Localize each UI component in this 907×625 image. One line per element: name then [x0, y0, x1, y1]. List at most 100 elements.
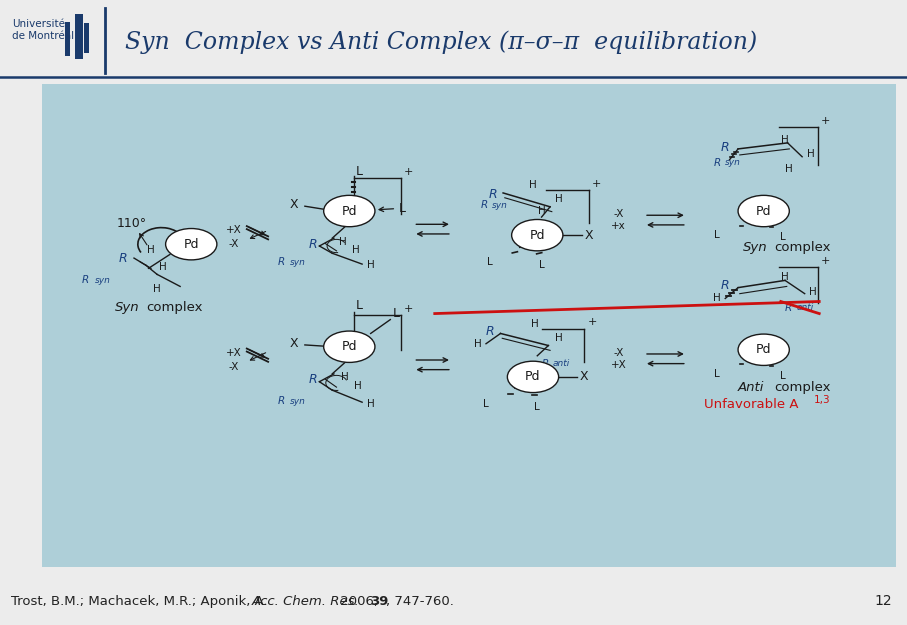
Text: R: R [278, 258, 285, 268]
Ellipse shape [166, 229, 217, 260]
Text: Pd: Pd [525, 371, 541, 383]
Text: -X: -X [613, 209, 624, 219]
Text: -X: -X [229, 362, 239, 372]
Text: Trost, B.M.; Machacek, M.R.; Aponik, A.: Trost, B.M.; Machacek, M.R.; Aponik, A. [11, 595, 272, 608]
Text: H: H [366, 399, 375, 409]
Text: complex: complex [774, 381, 831, 394]
Text: R: R [714, 158, 721, 168]
Text: L: L [539, 260, 544, 270]
Text: syn: syn [726, 158, 741, 168]
Text: Pd: Pd [183, 238, 199, 251]
Text: R: R [486, 325, 494, 338]
Text: anti: anti [552, 359, 570, 368]
Text: X: X [289, 338, 298, 350]
Text: H: H [531, 319, 539, 329]
Text: 12: 12 [874, 594, 892, 608]
Text: +x: +x [611, 221, 626, 231]
FancyBboxPatch shape [42, 84, 896, 567]
Text: L: L [780, 232, 785, 242]
Text: Pd: Pd [756, 343, 772, 356]
Text: Unfavorable A: Unfavorable A [704, 398, 798, 411]
Text: Acc. Chem. Res.: Acc. Chem. Res. [251, 595, 359, 608]
Text: L: L [714, 369, 719, 379]
Text: complex: complex [146, 301, 202, 314]
Text: Pd: Pd [530, 229, 545, 242]
Text: L: L [356, 299, 363, 312]
Text: H: H [807, 149, 814, 159]
Text: syn: syn [94, 276, 111, 285]
Text: H: H [809, 288, 817, 298]
FancyBboxPatch shape [65, 22, 70, 56]
FancyBboxPatch shape [75, 14, 83, 59]
Text: +: + [821, 116, 830, 126]
Text: L: L [483, 399, 489, 409]
Text: syn: syn [492, 201, 508, 209]
Text: L: L [356, 166, 363, 178]
Text: , 747-760.: , 747-760. [386, 595, 454, 608]
Text: de Montréal: de Montréal [12, 31, 73, 41]
Text: L: L [487, 258, 493, 268]
Text: R: R [785, 302, 793, 312]
Text: 39: 39 [370, 595, 388, 608]
Text: R: R [721, 141, 729, 154]
Text: H: H [366, 260, 375, 270]
Ellipse shape [324, 196, 375, 227]
Text: H: H [781, 136, 789, 146]
Text: R: R [721, 279, 729, 292]
Ellipse shape [738, 334, 789, 366]
Text: R: R [82, 276, 89, 286]
Ellipse shape [507, 361, 559, 392]
Text: H: H [529, 180, 537, 190]
Text: syn: syn [289, 396, 306, 406]
Text: L: L [534, 402, 541, 412]
Text: +X: +X [226, 348, 242, 358]
Text: +: + [404, 304, 414, 314]
Text: +: + [588, 318, 597, 328]
Text: H: H [159, 261, 167, 271]
Text: X: X [584, 229, 593, 242]
Ellipse shape [512, 219, 563, 251]
Text: R: R [309, 373, 317, 386]
Text: L: L [714, 230, 719, 240]
Text: Pd: Pd [756, 204, 772, 217]
Text: H: H [473, 339, 482, 349]
Text: H: H [341, 372, 349, 382]
Text: R: R [489, 188, 497, 201]
Text: X: X [580, 371, 589, 383]
Ellipse shape [324, 331, 375, 362]
Text: X: X [289, 199, 298, 211]
Text: +X: +X [226, 226, 242, 236]
Text: R: R [119, 252, 127, 264]
Text: L: L [780, 371, 785, 381]
Text: H: H [147, 245, 155, 255]
Text: syn: syn [289, 258, 306, 267]
Text: H: H [352, 245, 360, 255]
Text: R: R [541, 359, 549, 369]
Text: R: R [309, 238, 317, 251]
Text: Syn  Complex vs Anti Complex (π–σ–π  equilibration): Syn Complex vs Anti Complex (π–σ–π equil… [125, 31, 757, 54]
Text: -X: -X [613, 348, 624, 358]
Text: H: H [785, 164, 794, 174]
Text: complex: complex [774, 241, 831, 254]
FancyBboxPatch shape [84, 23, 89, 53]
Text: anti: anti [796, 303, 814, 312]
Text: H: H [555, 194, 562, 204]
Text: H: H [555, 332, 562, 342]
Text: H: H [713, 294, 720, 304]
Text: H: H [781, 272, 789, 282]
Text: L: L [393, 307, 400, 320]
Ellipse shape [738, 196, 789, 227]
Text: Pd: Pd [342, 204, 357, 217]
Text: H: H [538, 206, 545, 216]
Text: +: + [592, 179, 601, 189]
Text: 110°: 110° [116, 217, 147, 229]
Text: 1,3: 1,3 [814, 395, 830, 405]
Text: H: H [354, 381, 362, 391]
Text: Université: Université [12, 19, 64, 29]
Text: H: H [153, 284, 161, 294]
Text: -X: -X [229, 239, 239, 249]
Text: L: L [399, 201, 405, 214]
Text: Pd: Pd [342, 340, 357, 353]
Text: Syn: Syn [115, 301, 140, 314]
Text: R: R [278, 396, 285, 406]
